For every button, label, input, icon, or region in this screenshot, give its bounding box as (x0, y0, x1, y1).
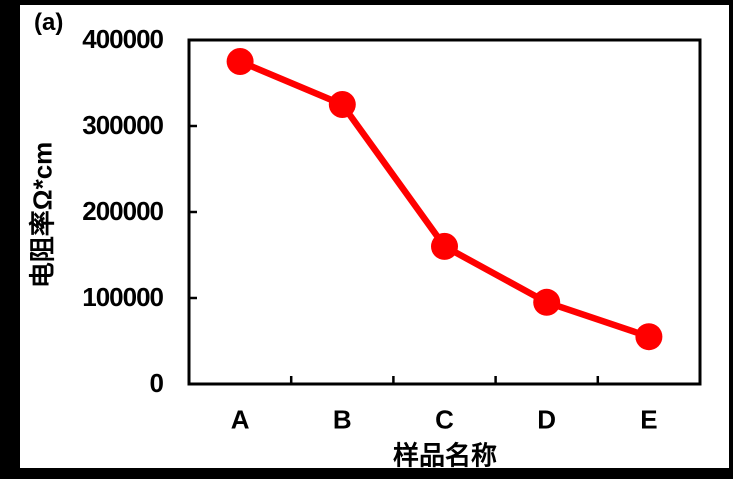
x-category-label: C (435, 404, 454, 435)
data-point-marker (226, 48, 254, 75)
chart-panel: (a) 0 100000 200000 300000 400000 A B C D E 电阻率Ω… (20, 5, 729, 471)
data-point-marker (328, 91, 356, 118)
x-category-label: D (537, 404, 557, 435)
figure-label: (a) (34, 9, 64, 36)
y-tick-label: 100000 (82, 281, 164, 312)
plot-border (187, 38, 702, 386)
y-tick-label: 0 (149, 367, 165, 398)
x-category-label: A (230, 404, 250, 435)
series-line (236, 58, 653, 340)
x-axis-title: 样品名称 (392, 440, 498, 471)
data-point-marker (431, 232, 458, 260)
y-tick-label: 400000 (82, 23, 164, 54)
x-category-label: B (332, 404, 352, 435)
x-category-label: E (640, 404, 658, 435)
y-axis-title: 电阻率Ω*cm (27, 141, 58, 289)
data-point-marker (533, 288, 561, 316)
plot-area (187, 38, 702, 386)
y-tick-label: 300000 (82, 109, 164, 140)
data-point-marker (635, 323, 663, 351)
y-tick-label: 200000 (82, 195, 164, 226)
